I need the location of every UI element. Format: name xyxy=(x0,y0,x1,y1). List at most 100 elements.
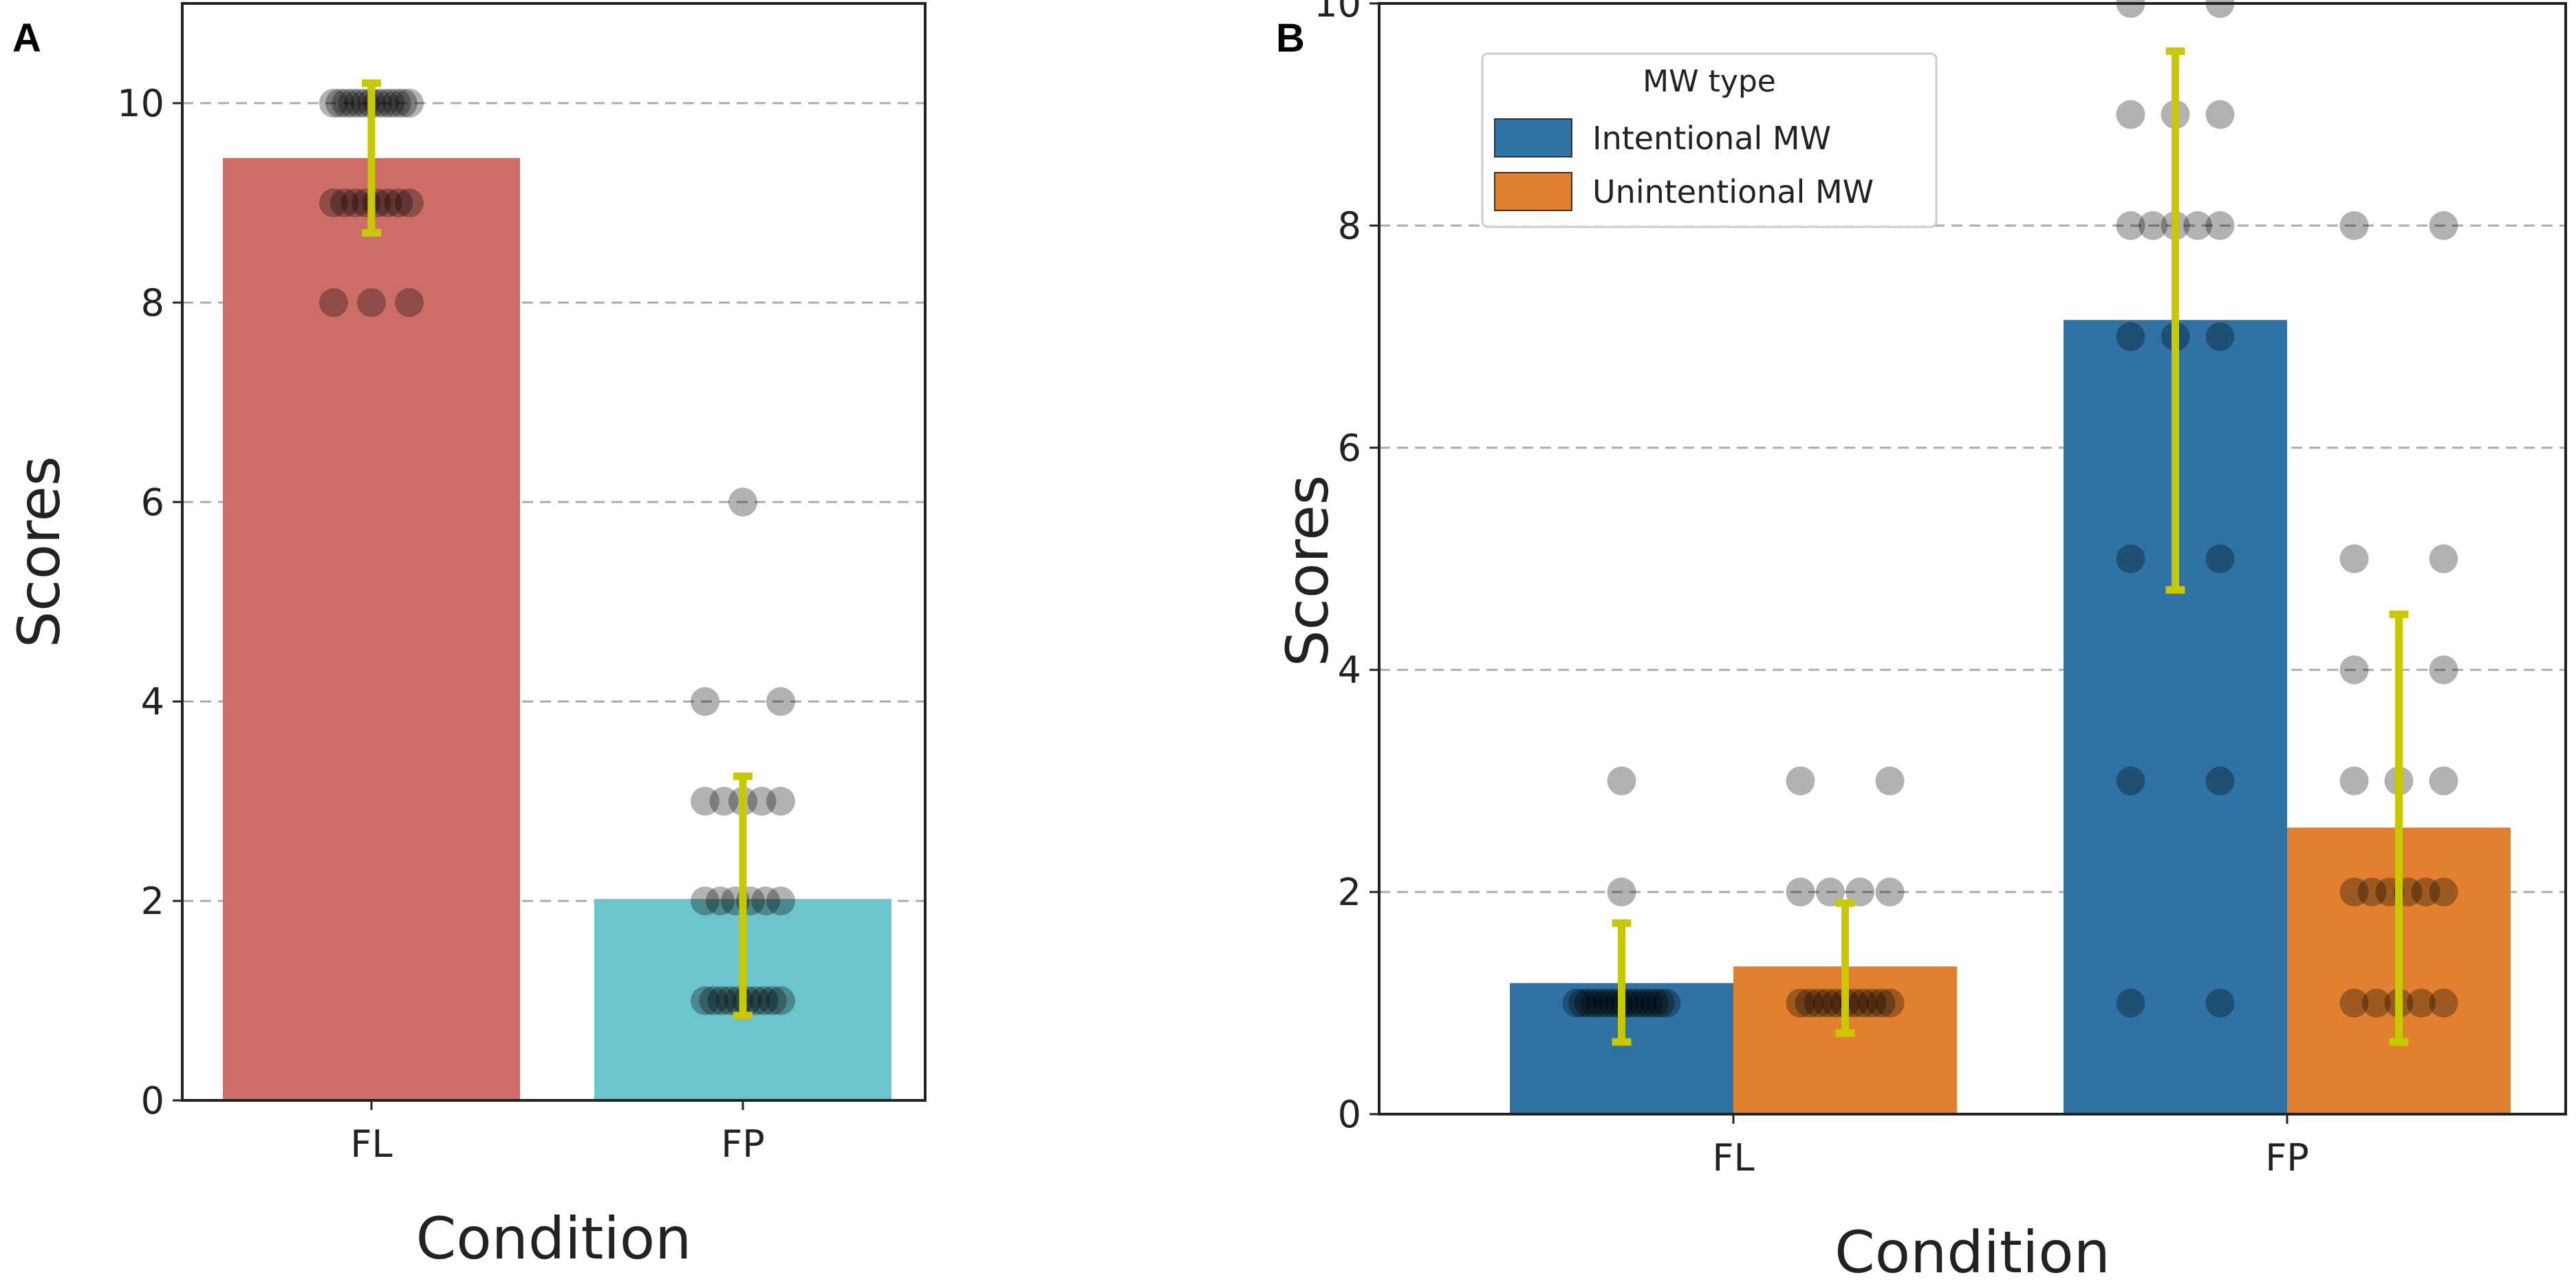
b-legend-swatch xyxy=(1494,118,1572,157)
a-point-fl xyxy=(340,188,370,217)
b-point-fl-unintentional xyxy=(1815,878,1845,906)
b-ytick-label: 0 xyxy=(1338,1093,1361,1136)
b-point-fl-unintentional xyxy=(1795,988,1824,1018)
a-point-fl xyxy=(395,188,424,217)
b-error-bar-fp-intentional xyxy=(2165,47,2185,594)
b-point-fl-intentional xyxy=(1640,988,1669,1018)
b-point-fp-unintentional xyxy=(2357,878,2387,906)
b-point-fl-unintentional xyxy=(1804,988,1833,1018)
b-point-fp-intentional xyxy=(2116,988,2145,1018)
a-point-fp xyxy=(715,986,745,1015)
b-ytick-label: 4 xyxy=(1338,649,1361,692)
a-y-axis-title: Scores xyxy=(6,456,73,648)
b-point-fp-intentional xyxy=(2116,211,2145,240)
a-point-fp xyxy=(691,687,719,716)
b-point-fp-intentional xyxy=(2205,988,2235,1018)
b-point-fl-unintentional xyxy=(1786,766,1815,796)
a-xtick-label: FL xyxy=(350,1122,392,1166)
a-point-fp xyxy=(707,986,737,1015)
a-point-fl xyxy=(325,89,355,118)
b-point-fp-intentional xyxy=(2116,322,2145,351)
a-point-fl xyxy=(395,288,424,317)
a-error-bar-fl xyxy=(362,79,381,237)
a-point-fp xyxy=(709,787,739,816)
a-ytick-label: 0 xyxy=(141,1079,164,1122)
b-point-fp-unintentional xyxy=(2429,988,2458,1018)
a-ytick-label: 4 xyxy=(141,680,164,723)
b-ytick-label: 6 xyxy=(1338,426,1361,470)
b-point-fl-unintentional xyxy=(1846,878,1875,906)
b-point-fp-intentional xyxy=(2139,211,2167,240)
a-point-fp xyxy=(691,886,719,915)
a-point-fp xyxy=(691,787,719,816)
b-point-fl-intentional xyxy=(1607,766,1636,796)
b-point-fl-intentional xyxy=(1580,988,1610,1018)
a-xtick-label: FP xyxy=(721,1122,765,1166)
b-point-fl-unintentional xyxy=(1866,988,1896,1018)
b-point-fl-intentional xyxy=(1652,988,1681,1018)
b-point-fp-unintentional xyxy=(2339,988,2369,1018)
a-point-fl xyxy=(319,288,348,317)
panel-label-a: A xyxy=(12,16,41,61)
b-xtick-label: FL xyxy=(1712,1136,1754,1179)
a-point-fp xyxy=(728,488,757,516)
a-point-fp xyxy=(766,787,795,816)
b-point-fp-unintentional xyxy=(2429,544,2458,574)
a-point-fp xyxy=(741,986,770,1015)
b-y-axis-title: Scores xyxy=(1274,475,1341,666)
b-x-axis-title: Condition xyxy=(1834,1219,2110,1284)
a-point-fl xyxy=(382,89,411,118)
a-point-fp xyxy=(751,886,780,915)
b-point-fl-intentional xyxy=(1568,988,1598,1018)
panel-label-b: B xyxy=(1276,16,1305,61)
b-point-fl-unintentional xyxy=(1875,766,1905,796)
b-legend-swatch xyxy=(1494,172,1572,211)
b-point-fp-unintentional xyxy=(2429,655,2458,684)
b-point-fl-intentional xyxy=(1562,988,1592,1018)
b-ytick-label: 8 xyxy=(1338,204,1361,248)
b-point-fp-intentional xyxy=(2205,766,2235,796)
b-point-fp-intentional xyxy=(2116,544,2145,574)
b-error-bar-fp-unintentional xyxy=(2389,610,2409,1046)
b-point-fp-unintentional xyxy=(2339,211,2369,240)
b-point-fl-unintentional xyxy=(1875,988,1905,1018)
b-ytick-label: 2 xyxy=(1338,871,1361,914)
b-point-fl-intentional xyxy=(1645,988,1675,1018)
b-point-fl-unintentional xyxy=(1848,988,1878,1018)
b-point-fp-intentional xyxy=(2205,322,2235,351)
a-plot-frame xyxy=(181,2,927,1102)
a-ytick-label: 2 xyxy=(141,880,164,923)
a-point-fl xyxy=(395,89,424,118)
a-point-fl xyxy=(344,89,374,118)
b-point-fl-unintentional xyxy=(1786,988,1815,1018)
b-ytick-label: 10 xyxy=(1314,0,1361,25)
a-ytick-label: 8 xyxy=(141,281,164,325)
a-point-fp xyxy=(699,986,728,1015)
b-point-fl-intentional xyxy=(1622,988,1652,1018)
b-point-fp-intentional xyxy=(2183,211,2212,240)
b-point-fl-unintentional xyxy=(1875,878,1905,906)
a-point-fl xyxy=(384,188,413,217)
b-xtick-label: FP xyxy=(2265,1136,2309,1179)
a-point-fl xyxy=(319,188,348,217)
b-point-fl-intentional xyxy=(1634,988,1663,1018)
b-point-fl-intentional xyxy=(1586,988,1616,1018)
a-point-fl xyxy=(357,288,386,317)
b-point-fp-intentional xyxy=(2205,100,2235,129)
a-point-fl xyxy=(376,89,405,118)
b-legend-title: MW type xyxy=(1643,64,1776,99)
a-point-fp xyxy=(691,986,719,1015)
b-point-fp-intentional xyxy=(2205,211,2235,240)
b-point-fl-intentional xyxy=(1592,988,1621,1018)
b-point-fp-unintentional xyxy=(2429,211,2458,240)
b-point-fp-unintentional xyxy=(2362,988,2391,1018)
a-error-bar-fp xyxy=(733,772,753,1020)
b-point-fp-intentional xyxy=(2116,100,2145,129)
a-point-fl xyxy=(388,89,418,118)
b-error-bar-fl-unintentional xyxy=(1835,899,1855,1037)
a-point-fl xyxy=(373,188,402,217)
a-point-fl xyxy=(319,89,348,118)
b-point-fl-unintentional xyxy=(1786,878,1815,906)
b-point-fp-intentional xyxy=(2116,766,2145,796)
